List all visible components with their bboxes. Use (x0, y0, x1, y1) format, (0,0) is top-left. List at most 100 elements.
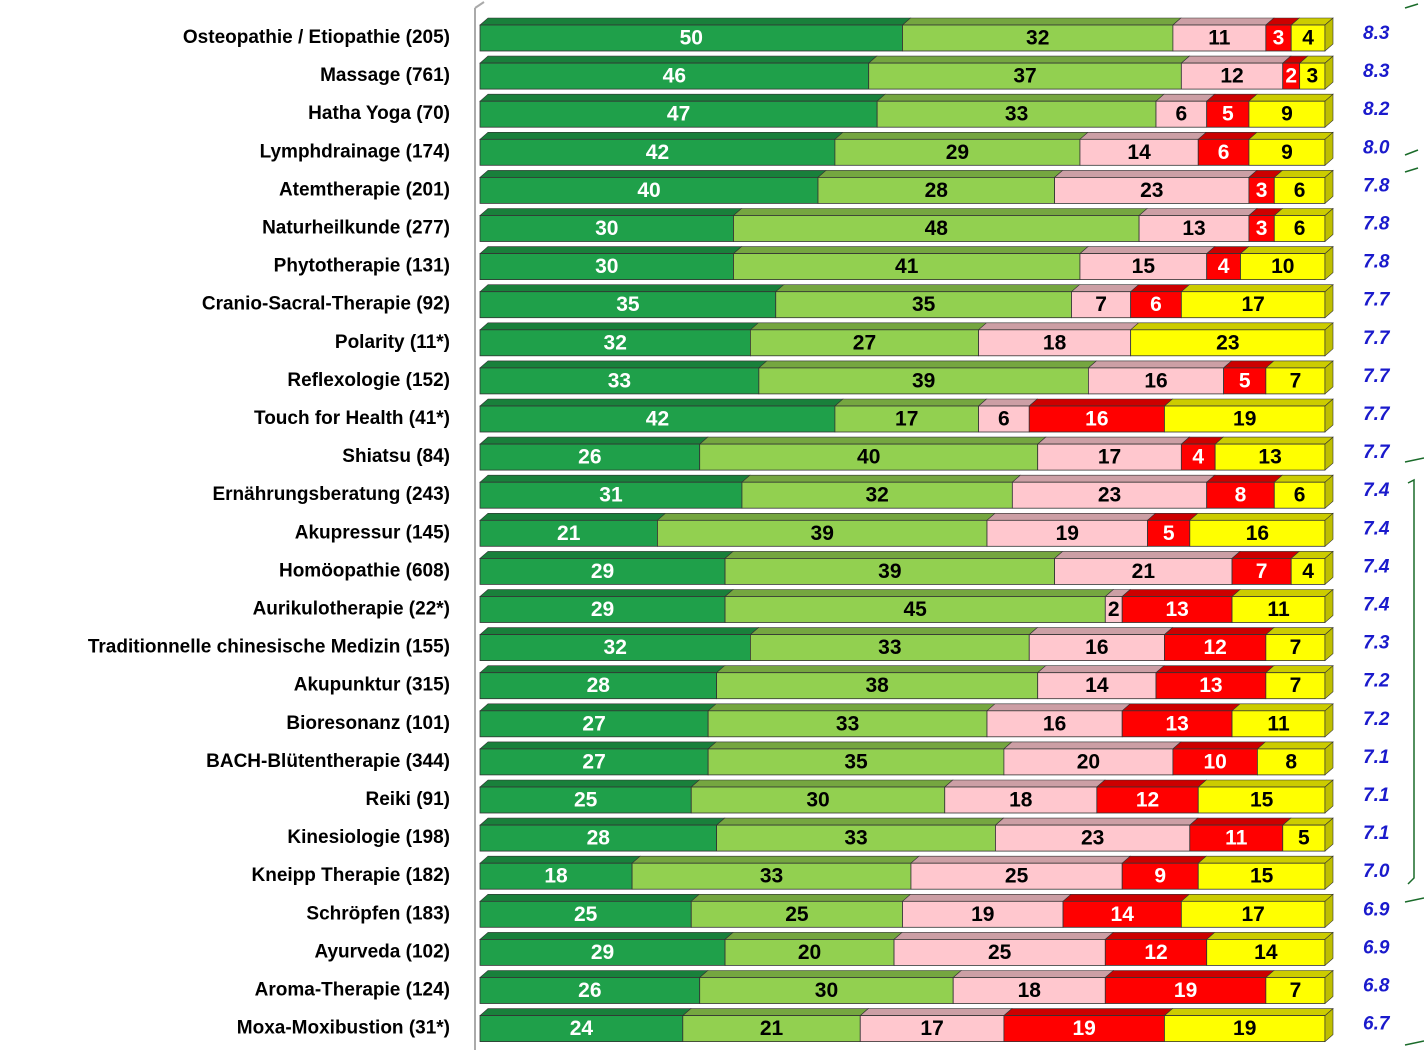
bar-segment (733, 215, 1140, 242)
bar-top (758, 360, 1098, 369)
bar-top (817, 170, 1064, 178)
bar-segment (1299, 62, 1326, 90)
bar-segment (631, 862, 912, 890)
bar-top (1197, 779, 1334, 788)
segment-label: 27 (853, 331, 876, 354)
segment-label: 28 (587, 674, 611, 697)
bar-segment (707, 710, 988, 738)
score-label: 7.1 (1363, 747, 1389, 768)
bar-segment (1197, 862, 1326, 890)
score-label: 7.8 (1363, 252, 1390, 273)
bar-segment (1121, 862, 1199, 890)
bar-segment (1231, 558, 1292, 585)
segment-label: 41 (895, 255, 919, 278)
bar-top (707, 703, 996, 712)
segment-label: 47 (667, 103, 690, 126)
bar-segment (834, 138, 1081, 166)
bar-top (1172, 17, 1275, 26)
bar-segment (1206, 939, 1326, 966)
bar-top (479, 741, 717, 750)
segment-label: 33 (760, 865, 783, 888)
segment-label: 13 (1199, 674, 1222, 697)
bar-top (1239, 246, 1334, 254)
bar-side (1324, 1007, 1334, 1043)
segment-label: 29 (591, 598, 614, 621)
segment-label: 11 (1208, 27, 1231, 50)
bar-segment (1180, 900, 1326, 928)
bar-top (1028, 627, 1174, 635)
bar-segment (750, 329, 979, 357)
segment-label: 7 (1290, 369, 1302, 392)
score-label: 7.8 (1363, 175, 1390, 196)
bar-segment (995, 824, 1191, 852)
segment-label: 18 (544, 865, 568, 888)
segment-label: 23 (1140, 179, 1163, 202)
segment-label: 26 (578, 446, 601, 469)
bar-top (1265, 970, 1334, 978)
bar-side (1324, 931, 1334, 967)
bar-segment (1290, 24, 1326, 52)
bar-top (479, 855, 641, 864)
bar-segment (1071, 291, 1132, 319)
bar-segment (479, 1015, 684, 1042)
bar-segment (1248, 100, 1326, 128)
score-label: 6.9 (1363, 899, 1390, 920)
segment-label: 19 (971, 903, 994, 926)
category-label: Massage (761) (320, 65, 450, 86)
category-label: Kinesiologie (198) (287, 827, 450, 848)
segment-label: 4 (1302, 560, 1314, 583)
segment-label: 17 (920, 1017, 943, 1040)
bar-segment (699, 443, 1039, 471)
bar-segment (1231, 596, 1326, 623)
bar-top (749, 627, 1039, 635)
segment-label: 3 (1256, 217, 1268, 240)
bar-top (977, 398, 1039, 407)
score-label: 6.7 (1363, 1014, 1391, 1035)
bar-top (479, 436, 709, 445)
category-label: Akupunktur (315) (294, 675, 450, 696)
bar-top (1163, 1008, 1334, 1016)
bar-side (1324, 588, 1334, 624)
category-label: Touch for Health (41*) (254, 408, 450, 429)
bar-segment (479, 939, 726, 966)
bar-segment (1214, 443, 1326, 471)
bar-segment (479, 710, 709, 738)
bar-segment (876, 100, 1157, 128)
segment-label: 19 (1233, 1017, 1256, 1040)
bar-top (724, 932, 903, 940)
score-label: 7.4 (1363, 595, 1390, 616)
segment-label: 30 (815, 979, 838, 1002)
segment-label: 23 (1216, 331, 1239, 354)
segment-label: 35 (616, 293, 640, 316)
bar-top (1214, 436, 1334, 445)
bar-segment (657, 519, 988, 547)
category-label: Traditionnelle chinesische Medizin (155) (88, 637, 450, 658)
segment-label: 21 (557, 522, 581, 545)
segment-label: 7 (1290, 636, 1302, 659)
segment-label: 39 (912, 369, 935, 392)
bar-top (479, 322, 760, 331)
bar-segment (1164, 405, 1326, 433)
bar-top (1036, 665, 1165, 674)
bar-segment (1197, 138, 1250, 166)
category-label: Aroma-Therapie (124) (255, 980, 450, 1001)
score-label: 7.0 (1363, 861, 1390, 882)
bar-top (1197, 855, 1334, 864)
category-label: Polarity (11*) (335, 332, 450, 353)
segment-label: 7 (1256, 560, 1268, 583)
bar-segment (1248, 138, 1326, 166)
bar-top (1265, 627, 1334, 635)
category-label: Moxa-Moxibustion (31*) (237, 1018, 450, 1039)
bar-top (834, 132, 1089, 140)
bar-segment (1104, 977, 1267, 1004)
bar-segment (479, 977, 701, 1004)
bar-segment (741, 481, 1013, 509)
segment-label: 42 (646, 408, 669, 431)
bar-top (724, 551, 1064, 559)
bar-segment (1273, 176, 1326, 204)
bar-segment (1003, 748, 1174, 776)
segment-label: 13 (1165, 598, 1188, 621)
bar-top (1205, 93, 1258, 102)
bar-segment (910, 862, 1123, 890)
bar-segment (479, 176, 819, 204)
